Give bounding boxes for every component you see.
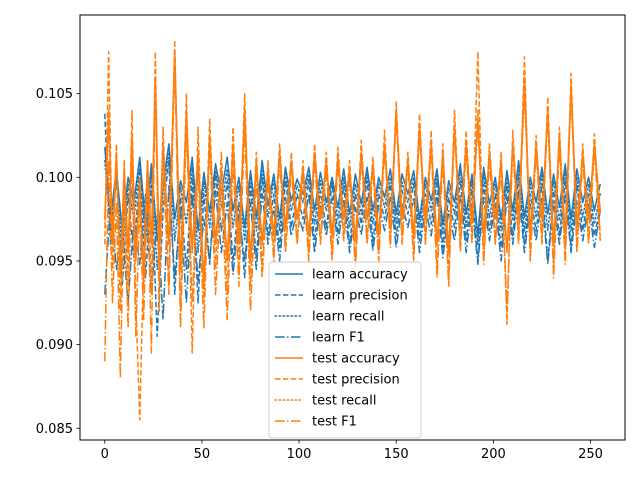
x-tick-label: 0 (101, 447, 109, 462)
plot-area-frame (79, 14, 626, 441)
legend-label: test precision (312, 373, 400, 388)
y-tick-label: 0.100 (36, 171, 73, 186)
x-tick-label: 100 (287, 447, 312, 462)
series-line-test-recall (104, 67, 601, 279)
legend-label: learn recall (312, 310, 384, 325)
series-line-learn-accuracy (104, 143, 601, 242)
x-tick-label: 250 (578, 447, 603, 462)
legend-label: test recall (312, 394, 377, 409)
series-line-test-precision (104, 39, 601, 421)
x-axis: 0 50 100 150 200 250 (101, 440, 603, 462)
series-line-learn-f1 (104, 184, 601, 321)
legend-label: learn accuracy (312, 268, 408, 283)
legend-label: learn precision (312, 289, 408, 304)
y-tick-label: 0.090 (36, 338, 73, 353)
legend: learn accuracy learn precision learn recal… (268, 261, 422, 439)
series-layer (104, 39, 601, 421)
series-line-learn-precision (104, 113, 601, 338)
y-tick-label: 0.085 (36, 422, 73, 437)
y-tick-label: 0.095 (36, 254, 73, 269)
legend-box (268, 261, 422, 439)
legend-label: learn F1 (312, 331, 365, 346)
y-tick-label: 0.105 (36, 87, 73, 102)
y-axis: 0.085 0.090 0.095 0.100 0.105 (36, 87, 80, 437)
x-tick-label: 200 (481, 447, 506, 462)
legend-label: test F1 (312, 415, 357, 430)
legend-label: test accuracy (312, 352, 400, 367)
x-tick-label: 50 (194, 447, 211, 462)
x-tick-label: 150 (384, 447, 409, 462)
